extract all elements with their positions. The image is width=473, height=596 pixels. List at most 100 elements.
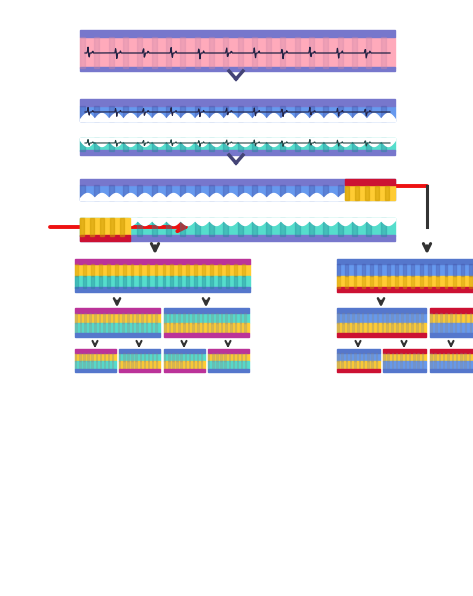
Bar	[109, 138, 114, 151]
Bar	[338, 37, 343, 68]
Bar	[309, 106, 314, 121]
Bar	[396, 353, 397, 361]
Bar	[367, 138, 371, 151]
Bar	[221, 323, 222, 333]
Bar	[94, 323, 96, 333]
Bar	[378, 264, 381, 276]
Bar	[376, 353, 377, 361]
Bar	[367, 313, 368, 323]
Bar	[345, 276, 348, 288]
Bar	[109, 185, 114, 200]
Bar	[387, 361, 389, 369]
Bar	[94, 37, 99, 68]
Bar	[83, 276, 86, 288]
Bar	[140, 361, 141, 369]
Bar	[381, 218, 385, 236]
Bar	[164, 361, 205, 369]
Bar	[252, 185, 257, 200]
Bar	[411, 323, 413, 333]
Bar	[295, 185, 300, 200]
Bar	[109, 106, 114, 121]
Bar	[119, 353, 160, 361]
Bar	[107, 276, 110, 288]
Bar	[100, 218, 104, 236]
Bar	[295, 138, 300, 151]
Bar	[226, 276, 229, 288]
Bar	[119, 353, 121, 361]
Bar	[218, 264, 221, 276]
Bar	[117, 313, 119, 323]
Bar	[193, 353, 194, 361]
Bar	[80, 218, 84, 236]
Bar	[347, 313, 349, 323]
Bar	[234, 276, 237, 288]
Bar	[115, 264, 118, 276]
Bar	[89, 323, 91, 333]
Bar	[228, 353, 230, 361]
Bar	[186, 276, 189, 288]
Bar	[80, 185, 85, 200]
Bar	[155, 313, 157, 323]
Bar	[266, 106, 271, 121]
Bar	[137, 106, 142, 121]
Bar	[460, 313, 461, 323]
Bar	[216, 323, 218, 333]
Bar	[345, 264, 348, 276]
Bar	[123, 185, 128, 200]
Bar	[280, 185, 286, 200]
Bar	[119, 361, 160, 369]
Bar	[80, 138, 395, 151]
Bar	[460, 353, 462, 361]
Bar	[252, 106, 257, 121]
Bar	[241, 361, 242, 369]
Bar	[109, 218, 114, 236]
Bar	[469, 361, 470, 369]
Bar	[309, 218, 314, 236]
Bar	[381, 106, 385, 121]
Bar	[152, 353, 153, 361]
Bar	[166, 185, 171, 200]
Bar	[362, 323, 363, 333]
Bar	[220, 361, 222, 369]
Bar	[208, 361, 210, 369]
Bar	[108, 361, 109, 369]
Bar	[244, 323, 246, 333]
Bar	[430, 308, 473, 313]
Bar	[216, 313, 218, 323]
Bar	[96, 353, 97, 361]
Bar	[420, 276, 422, 288]
Bar	[170, 264, 173, 276]
Bar	[75, 353, 116, 361]
Bar	[338, 138, 343, 151]
Bar	[117, 323, 119, 333]
Bar	[406, 323, 408, 333]
Bar	[337, 323, 339, 333]
Bar	[212, 353, 213, 361]
Bar	[295, 37, 300, 68]
Bar	[430, 353, 431, 361]
Bar	[180, 361, 182, 369]
Bar	[430, 313, 473, 323]
Bar	[218, 276, 221, 288]
Bar	[135, 353, 137, 361]
Bar	[108, 313, 110, 323]
Bar	[324, 106, 328, 121]
Bar	[383, 361, 426, 369]
Bar	[352, 138, 357, 151]
Bar	[452, 353, 453, 361]
Bar	[194, 106, 200, 121]
Bar	[180, 185, 185, 200]
Bar	[347, 323, 349, 333]
Bar	[123, 106, 128, 121]
Bar	[188, 323, 189, 333]
Bar	[456, 361, 457, 369]
Bar	[127, 323, 129, 333]
Bar	[110, 218, 114, 236]
Bar	[430, 361, 431, 369]
Bar	[352, 218, 357, 236]
Bar	[337, 264, 340, 276]
Bar	[352, 106, 357, 121]
Bar	[75, 361, 77, 369]
Bar	[123, 361, 124, 369]
Bar	[445, 323, 447, 333]
